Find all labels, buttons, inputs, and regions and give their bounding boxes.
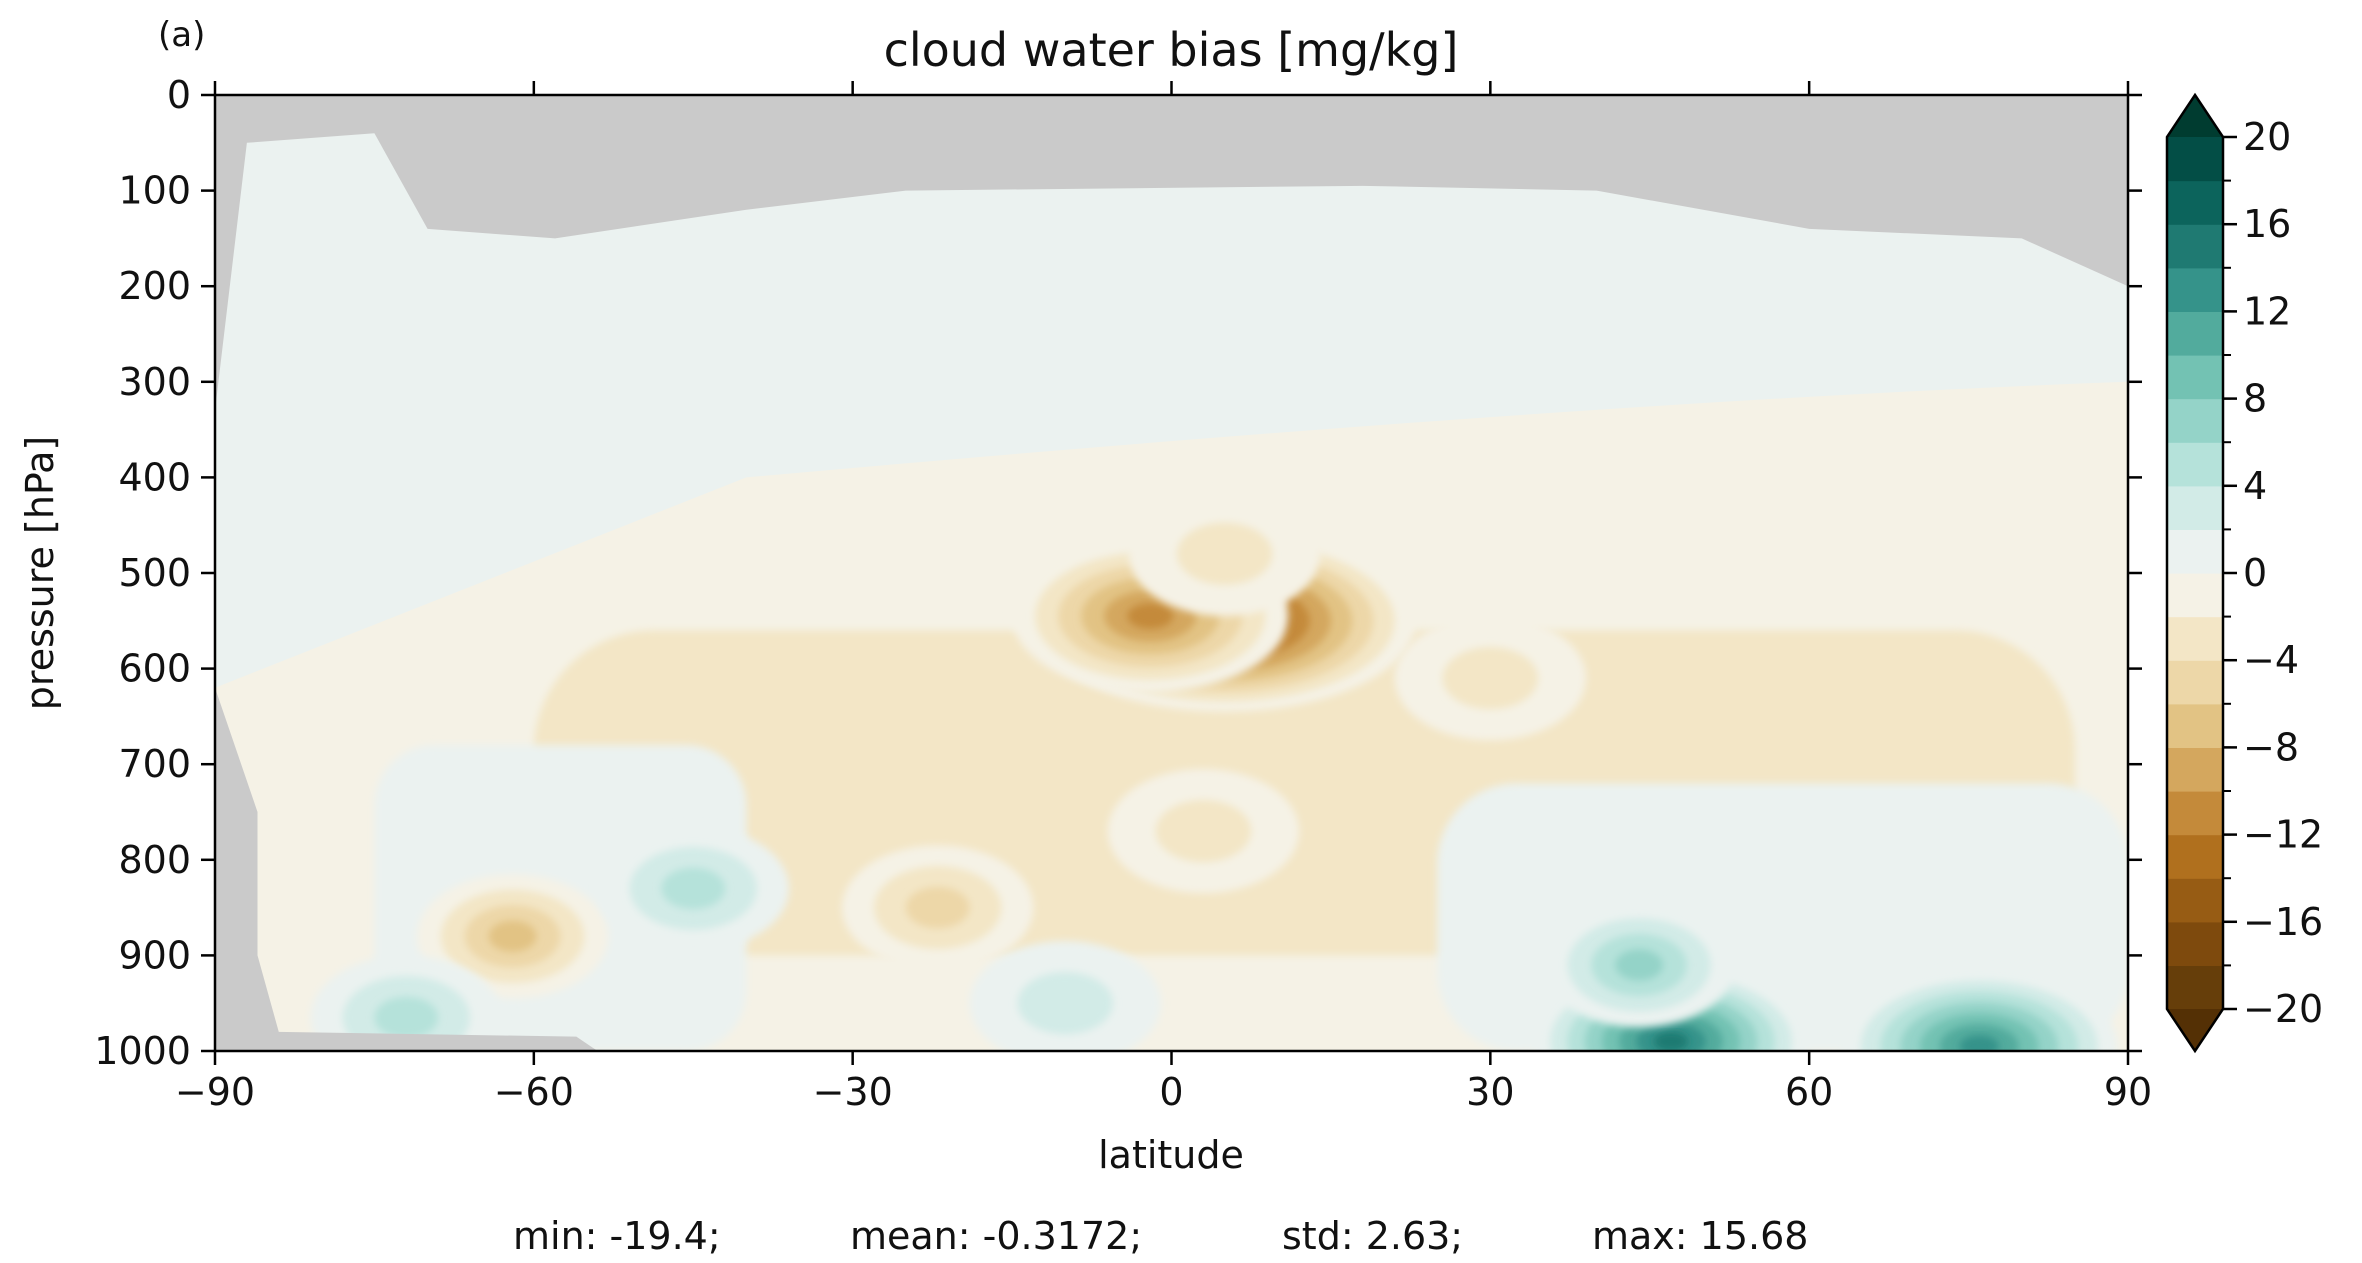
colorbar-extend-min [2167, 1009, 2223, 1051]
colorbar-tick-label: −12 [2243, 813, 2323, 857]
y-tick-label: 400 [118, 455, 191, 499]
x-tick-label: −90 [175, 1070, 255, 1114]
colorbar-tick-label: 12 [2243, 289, 2291, 333]
x-tick-label: 90 [2104, 1070, 2152, 1114]
y-tick-label: 500 [118, 551, 191, 595]
contour-blob [1959, 1035, 1999, 1051]
colorbar-tick-label: −4 [2243, 638, 2299, 682]
colorbar-tick-label: 4 [2243, 464, 2267, 508]
colorbar-segment [2167, 529, 2223, 574]
y-tick-label: 700 [118, 742, 191, 786]
x-tick-label: 60 [1785, 1070, 1833, 1114]
contour-blob [1442, 647, 1539, 710]
colorbar-segment [2167, 180, 2223, 225]
colorbar-segment [2167, 224, 2223, 269]
missing-data-south [215, 687, 598, 1051]
stat-max: max: 15.68 [1592, 1214, 1808, 1258]
colorbar-segment [2167, 878, 2223, 923]
x-tick-label: −30 [813, 1070, 893, 1114]
stats-line: min: -19.4; mean: -0.3172; std: 2.63; ma… [513, 1214, 1808, 1258]
colorbar-segment [2167, 355, 2223, 400]
y-tick-label: 300 [118, 360, 191, 404]
colorbar-tick-label: 16 [2243, 202, 2291, 246]
x-tick-label: −60 [494, 1070, 574, 1114]
contour-blob [1176, 522, 1273, 585]
x-axis-label: latitude [1098, 1133, 1244, 1177]
missing-data-top [215, 95, 2128, 411]
x-axis: −90 −60 −30 0 30 60 90 [175, 81, 2152, 1114]
chart-title: cloud water bias [mg/kg] [884, 23, 1459, 77]
colorbar-segment [2167, 398, 2223, 443]
colorbar-segment [2167, 442, 2223, 487]
stat-std: std: 2.63; [1282, 1214, 1463, 1258]
y-tick-label: 0 [167, 73, 191, 117]
contour-blob [1127, 603, 1174, 629]
contour-blob [661, 867, 726, 910]
x-tick-label: 0 [1159, 1070, 1183, 1114]
colorbar-segment [2167, 965, 2223, 1010]
colorbar-segment [2167, 791, 2223, 836]
stat-mean: mean: -0.3172; [850, 1214, 1142, 1258]
colorbar-segment [2167, 660, 2223, 705]
contour-plot-area [215, 95, 2128, 1051]
y-tick-label: 900 [118, 933, 191, 977]
colorbar-tick-label: −8 [2243, 725, 2299, 769]
contour-blob [488, 920, 537, 952]
contour-blob [905, 886, 970, 929]
x-tick-label: 30 [1466, 1070, 1514, 1114]
y-tick-label: 800 [118, 838, 191, 882]
y-tick-label: 100 [118, 169, 191, 213]
colorbar-segment [2167, 267, 2223, 312]
stat-min: min: -19.4; [513, 1214, 721, 1258]
contour-blob [1653, 1031, 1689, 1051]
contour-blob [1017, 972, 1114, 1035]
y-axis: 0 100 200 300 400 500 600 700 800 900 1000 [94, 73, 2142, 1073]
colorbar-segment [2167, 747, 2223, 792]
colorbar-tick-label: 8 [2243, 377, 2267, 421]
colorbar-segment [2167, 137, 2223, 182]
contour-blob [1615, 949, 1664, 981]
colorbar-segment [2167, 573, 2223, 618]
colorbar-segment [2167, 921, 2223, 966]
y-tick-label: 200 [118, 264, 191, 308]
y-tick-label: 600 [118, 647, 191, 691]
panel-label: (a) [158, 15, 205, 55]
colorbar-segment [2167, 834, 2223, 879]
colorbar-segment [2167, 616, 2223, 661]
colorbar-segment [2167, 485, 2223, 530]
y-tick-label: 1000 [94, 1029, 191, 1073]
colorbar-segment [2167, 703, 2223, 748]
contour-blob [374, 996, 439, 1039]
field-upper-positive [215, 95, 2128, 688]
colorbar-segment [2167, 311, 2223, 356]
colorbar: −20 −16 −12 −8 −4 0 4 8 12 16 20 [2165, 92, 2323, 1054]
colorbar-extend-max [2167, 95, 2223, 137]
colorbar-tick-label: 20 [2243, 115, 2291, 159]
colorbar-tick-label: 0 [2243, 551, 2267, 595]
colorbar-tick-label: −20 [2243, 987, 2323, 1031]
y-axis-label: pressure [hPa] [18, 436, 62, 710]
colorbar-tick-label: −16 [2243, 900, 2323, 944]
contour-blob [1155, 800, 1252, 863]
